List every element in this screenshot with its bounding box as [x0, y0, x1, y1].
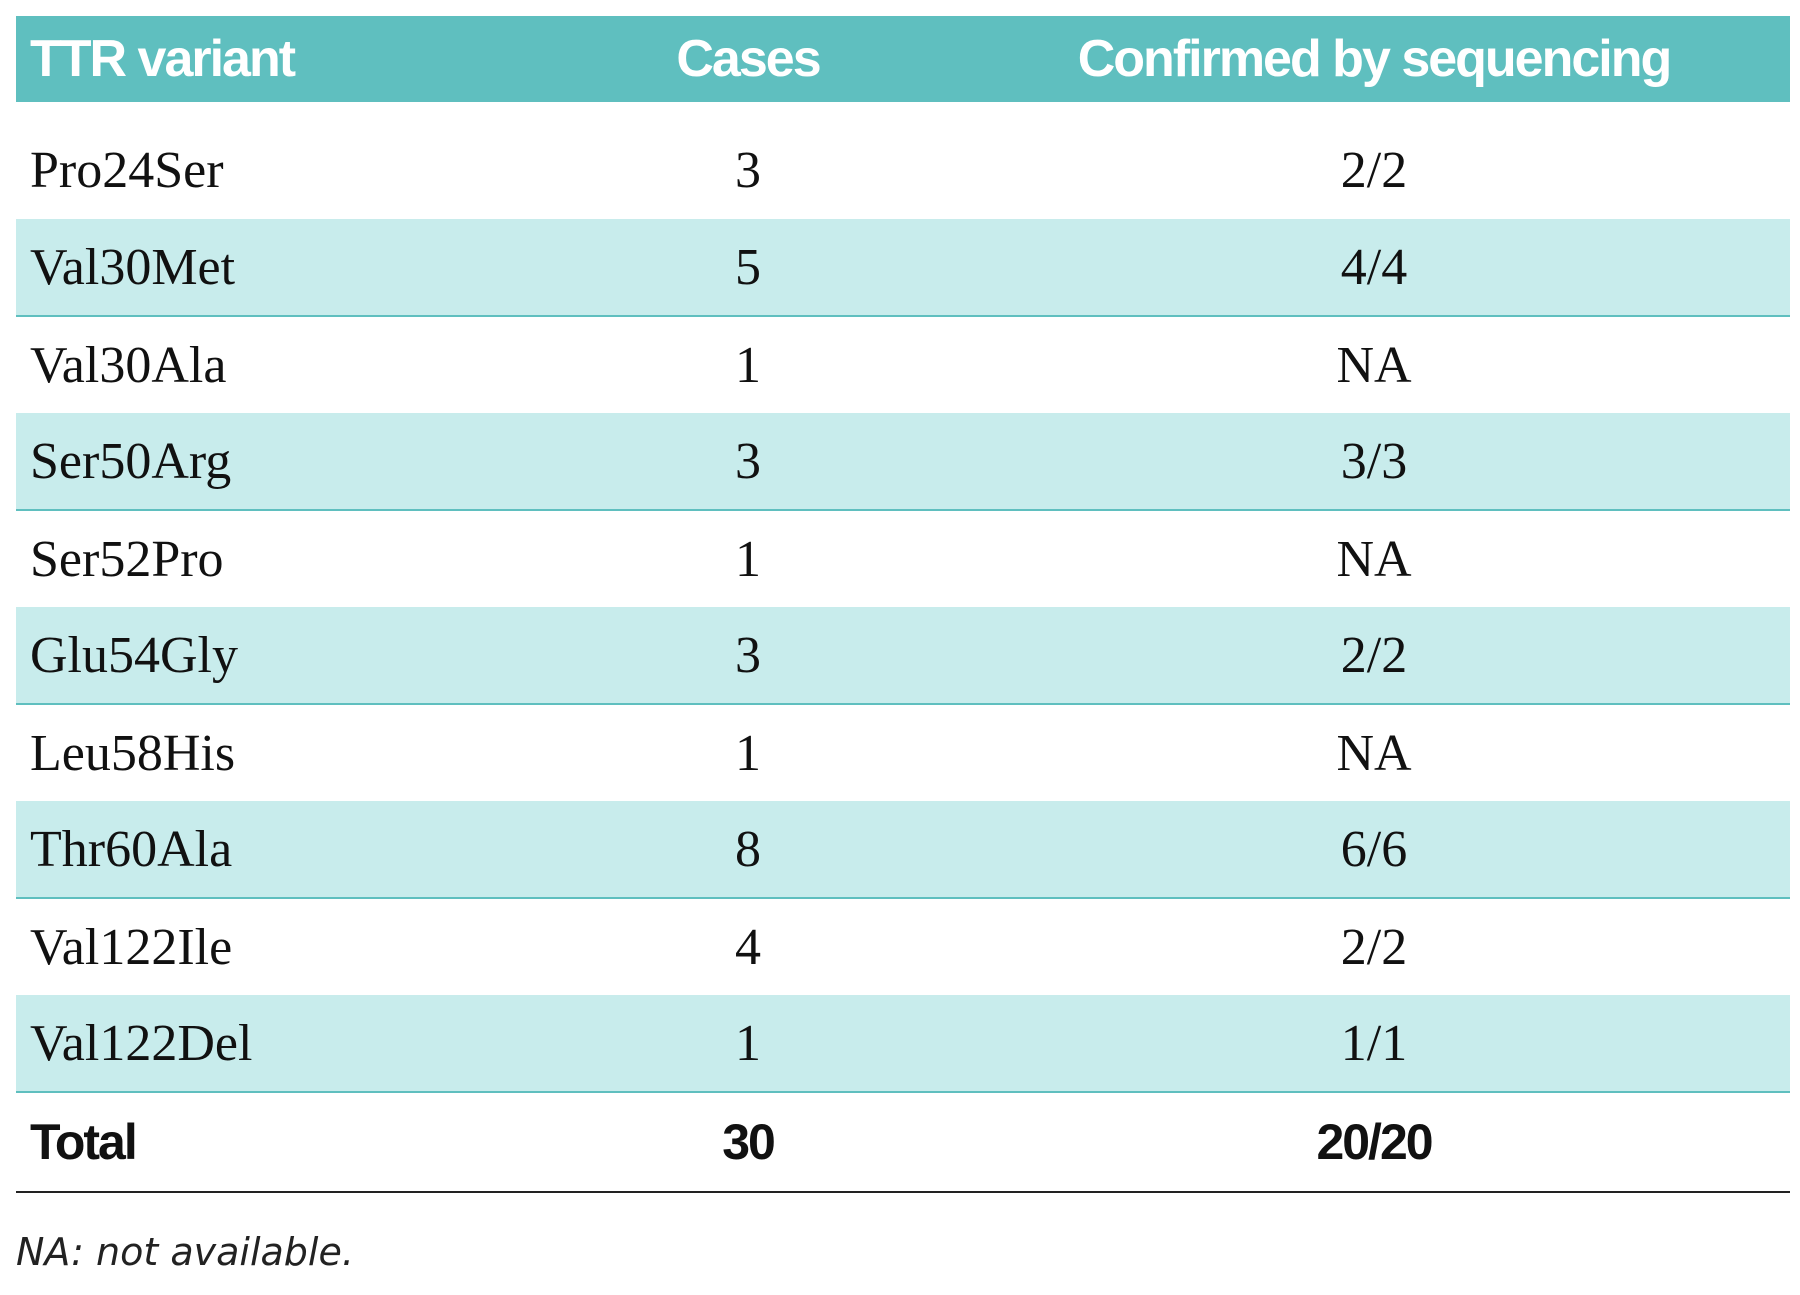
confirmed-cell: 2/2	[958, 122, 1790, 219]
confirmed-cell: 1/1	[958, 995, 1790, 1093]
table-row: Thr60Ala 8 6/6	[16, 801, 1790, 899]
table-header-row: TTR variant Cases Confirmed by sequencin…	[16, 16, 1790, 102]
variant-cell: Glu54Gly	[16, 607, 538, 705]
table-footnote: NA: not available.	[16, 1230, 354, 1274]
cases-cell: 1	[538, 510, 958, 607]
table-row: Leu58His 1 NA	[16, 704, 1790, 801]
confirmed-cell: 4/4	[958, 219, 1790, 317]
variant-cell: Thr60Ala	[16, 801, 538, 899]
cases-cell: 3	[538, 413, 958, 511]
confirmed-cell: 2/2	[958, 898, 1790, 995]
cases-cell: 3	[538, 607, 958, 705]
cases-cell: 1	[538, 995, 958, 1093]
variant-cell: Ser50Arg	[16, 413, 538, 511]
variant-cell: Ser52Pro	[16, 510, 538, 607]
table-row: Val122Del 1 1/1	[16, 995, 1790, 1093]
cases-cell: 1	[538, 316, 958, 413]
variant-cell: Pro24Ser	[16, 122, 538, 219]
confirmed-cell: NA	[958, 704, 1790, 801]
table-row: Ser50Arg 3 3/3	[16, 413, 1790, 511]
header-confirmed-by-sequencing: Confirmed by sequencing	[1077, 30, 1673, 88]
variant-cell: Val122Ile	[16, 898, 538, 995]
table-row: Val30Met 5 4/4	[16, 219, 1790, 317]
ttr-variant-table: TTR variant Cases Confirmed by sequencin…	[16, 16, 1790, 1193]
confirmed-cell: NA	[958, 316, 1790, 413]
variant-cell: Val30Ala	[16, 316, 538, 413]
cases-cell: 5	[538, 219, 958, 317]
header-cases: Cases	[676, 30, 821, 88]
total-label: Total	[16, 1092, 538, 1193]
variant-cell: Val30Met	[16, 219, 538, 317]
cases-cell: 8	[538, 801, 958, 899]
cases-cell: 3	[538, 122, 958, 219]
variant-cell: Val122Del	[16, 995, 538, 1093]
header-spacer	[16, 102, 1790, 122]
total-cases: 30	[538, 1092, 958, 1193]
table-row: Glu54Gly 3 2/2	[16, 607, 1790, 705]
confirmed-cell: 2/2	[958, 607, 1790, 705]
table-row: Ser52Pro 1 NA	[16, 510, 1790, 607]
confirmed-cell: 6/6	[958, 801, 1790, 899]
confirmed-cell: 3/3	[958, 413, 1790, 511]
cases-cell: 4	[538, 898, 958, 995]
total-row: Total 30 20/20	[16, 1092, 1790, 1193]
header-ttr-variant: TTR variant	[30, 30, 296, 88]
table-row: Val30Ala 1 NA	[16, 316, 1790, 413]
variant-cell: Leu58His	[16, 704, 538, 801]
confirmed-cell: NA	[958, 510, 1790, 607]
spacer-cell	[16, 102, 1790, 122]
ttr-variant-table-container: TTR variant Cases Confirmed by sequencin…	[16, 16, 1790, 1193]
table-row: Pro24Ser 3 2/2	[16, 122, 1790, 219]
table-row: Val122Ile 4 2/2	[16, 898, 1790, 995]
cases-cell: 1	[538, 704, 958, 801]
total-confirmed: 20/20	[958, 1092, 1790, 1193]
